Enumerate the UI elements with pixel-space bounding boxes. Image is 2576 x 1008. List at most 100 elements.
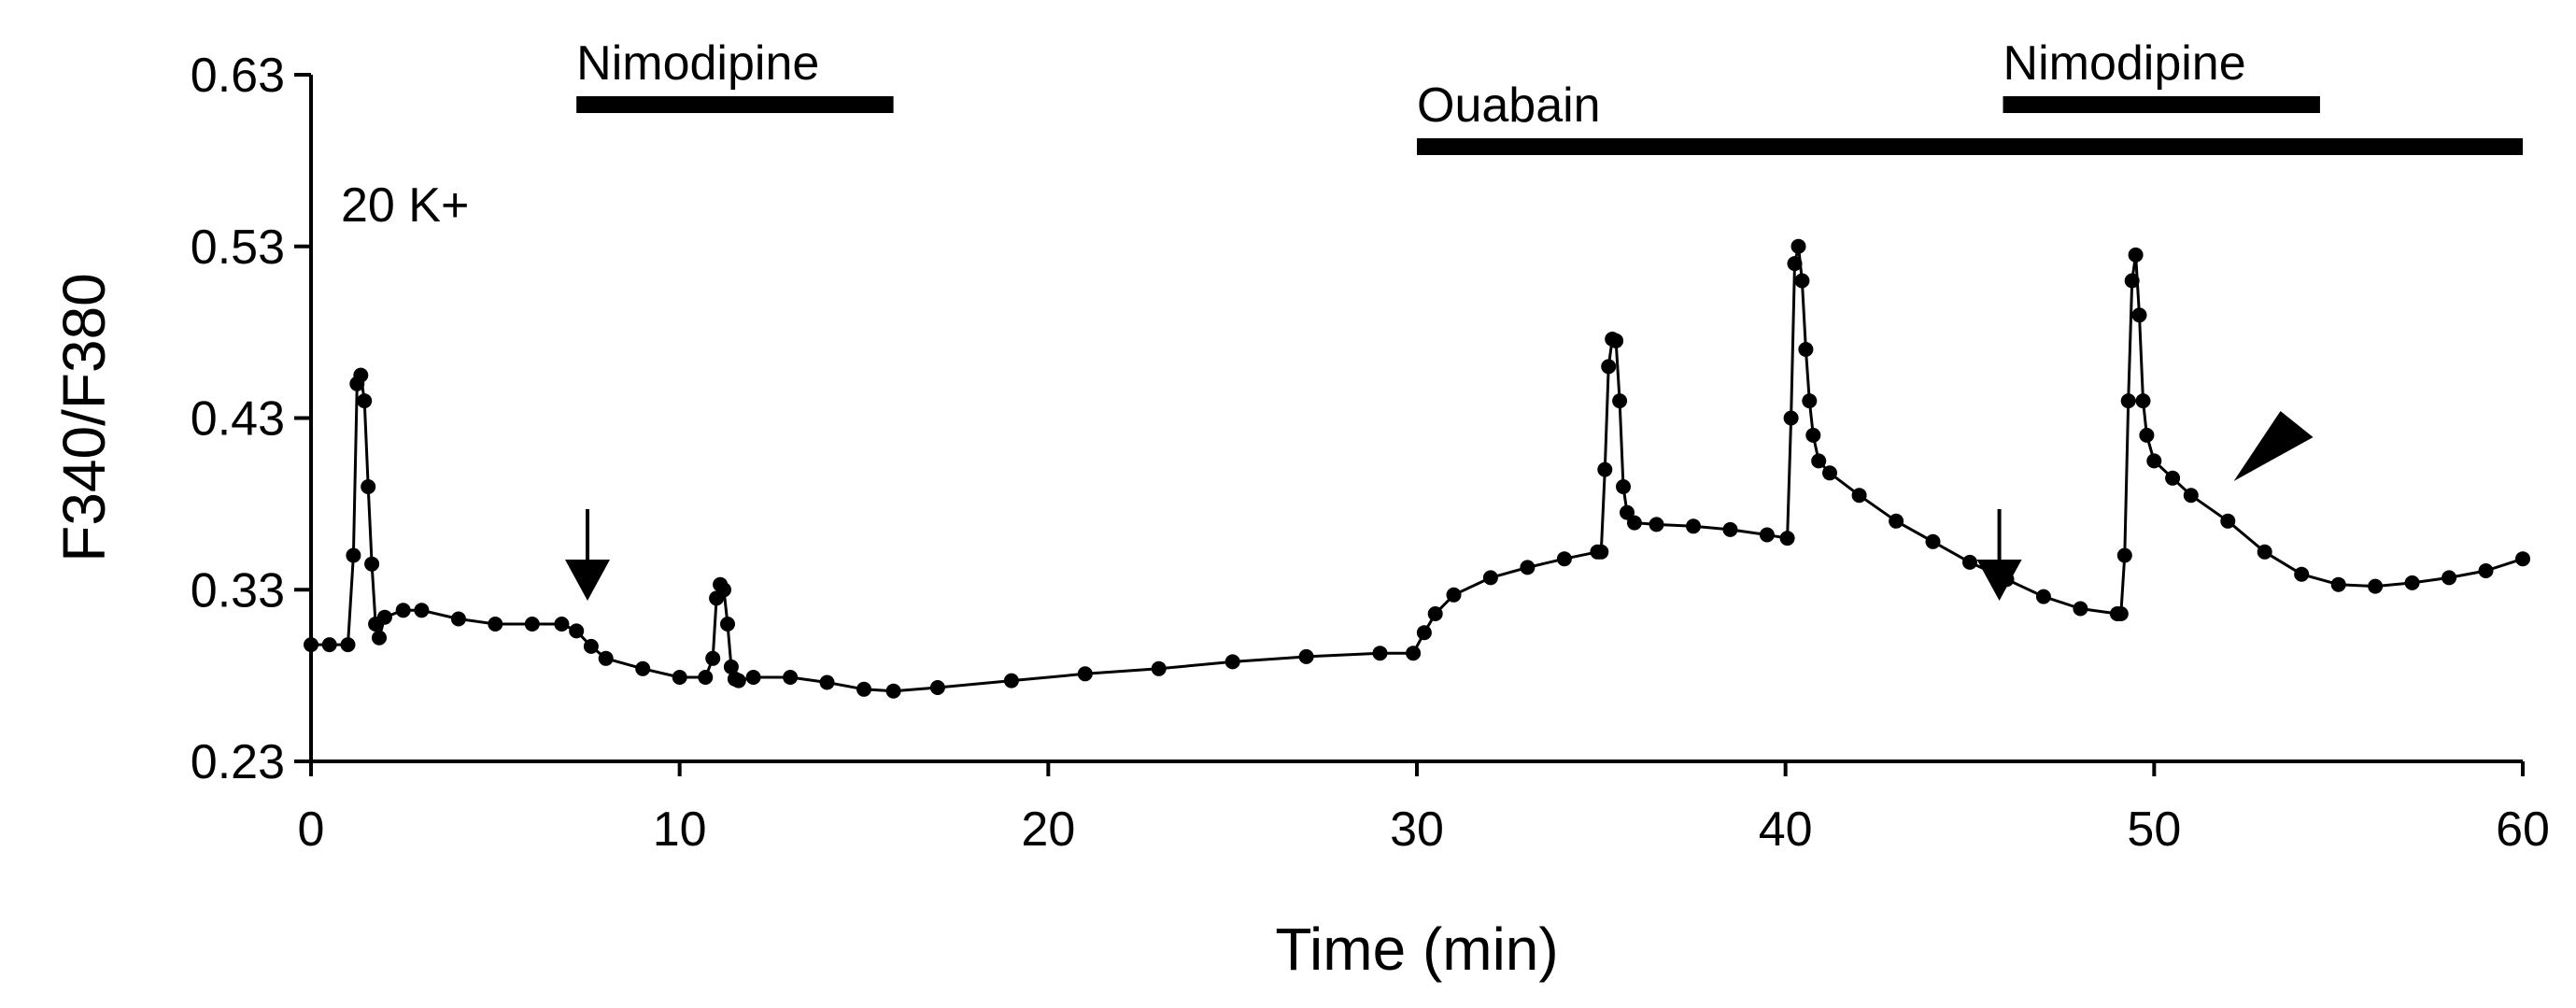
data-point [885, 683, 901, 699]
data-point [1608, 333, 1624, 348]
data-point [361, 479, 376, 494]
data-point [1889, 513, 1904, 529]
data-point [1597, 461, 1613, 477]
data-point [1601, 359, 1617, 375]
data-point [357, 393, 373, 409]
data-point [2183, 488, 2199, 504]
data-point [2404, 575, 2420, 590]
x-tick-label: 0 [298, 802, 325, 857]
treatment-bar [2003, 96, 2320, 113]
x-tick-label: 40 [1759, 802, 1813, 857]
y-tick-label: 0.33 [191, 563, 285, 618]
data-point [395, 603, 411, 618]
data-point [1151, 660, 1167, 676]
data-point [1822, 465, 1837, 481]
data-point [720, 617, 735, 632]
data-point [1612, 393, 1628, 409]
arrow-down-icon [565, 560, 610, 601]
y-axis-label: F340/F380 [50, 273, 118, 562]
data-point [554, 617, 570, 632]
data-point [1520, 560, 1536, 575]
data-point [2035, 589, 2051, 604]
y-tick-label: 0.43 [191, 392, 285, 447]
data-point [583, 638, 599, 654]
data-point [783, 670, 799, 685]
data-point [723, 659, 739, 674]
annotation-20k: 20 K+ [341, 178, 469, 233]
y-tick-label: 0.53 [191, 220, 285, 275]
data-point [340, 637, 356, 653]
arrowhead-icon [2233, 411, 2314, 481]
data-point [488, 617, 503, 632]
x-tick-label: 60 [2496, 802, 2550, 857]
data-point [1077, 666, 1093, 682]
data-point [2135, 393, 2151, 409]
data-point [1427, 606, 1443, 621]
data-point [1556, 551, 1572, 567]
x-tick-label: 50 [2127, 802, 2181, 857]
data-point [1722, 521, 1738, 537]
data-point [2120, 393, 2136, 409]
data-point [2146, 453, 2162, 469]
data-point [745, 670, 761, 685]
annotation-layer: 20 K+ Nimodipine Ouabain Nimodipine [341, 36, 2523, 601]
data-point [524, 617, 540, 632]
data-point [1620, 504, 1635, 520]
x-tick-label: 20 [1021, 802, 1075, 857]
data-point [1811, 453, 1827, 469]
data-point [2165, 470, 2181, 486]
plot-area: 20 K+ Nimodipine Ouabain Nimodipine 0 10 20 3… [50, 36, 2550, 983]
data-point [2073, 601, 2088, 617]
treatment-bar [576, 96, 894, 113]
data-point [598, 650, 614, 666]
data-point [1372, 646, 1388, 661]
data-point [2220, 513, 2236, 529]
data-point [1482, 570, 1498, 586]
data-point [321, 637, 337, 653]
treatment-label: Nimodipine [2003, 36, 2246, 91]
data-point [450, 611, 466, 627]
data-point [1805, 427, 1821, 443]
data-point [1616, 479, 1631, 494]
treatment-label: Nimodipine [576, 36, 819, 91]
data-point [1298, 648, 1314, 664]
data-point [705, 650, 721, 666]
data-point [1779, 531, 1795, 547]
y-tick-label: 0.23 [191, 735, 285, 789]
data-point [2294, 566, 2310, 582]
data-point [716, 582, 731, 598]
data-point [1003, 673, 1019, 689]
treatment-label: Ouabain [1417, 78, 1601, 133]
data-point [2368, 578, 2384, 594]
data-point [856, 681, 871, 697]
data-point [2257, 544, 2272, 560]
data-point [346, 547, 361, 563]
data-point [1446, 587, 1462, 603]
data-point [929, 680, 945, 695]
data-point [376, 609, 392, 625]
x-axis-label: Time (min) [1275, 916, 1558, 983]
series-line [311, 245, 2524, 693]
treatment-bar [1417, 138, 2523, 155]
data-point [1787, 256, 1803, 272]
data-point [2116, 547, 2132, 563]
data-point [1649, 517, 1664, 532]
data-point [698, 670, 714, 685]
data-point [1925, 533, 1941, 549]
data-point [2139, 427, 2155, 443]
data-point [372, 630, 387, 646]
data-point [2515, 551, 2530, 567]
data-point [635, 660, 651, 676]
data-point [1406, 646, 1422, 661]
ticks: 0 10 20 30 40 50 60 0.23 0.33 0.43 0.53 0.63 [191, 49, 2550, 857]
series-layer [304, 238, 2530, 699]
data-point [730, 673, 746, 689]
data-point [1686, 518, 1701, 534]
data-point [1593, 544, 1609, 560]
data-point [1851, 488, 1867, 504]
data-point [2128, 247, 2144, 263]
data-point [1962, 554, 1977, 570]
data-point [1794, 273, 1810, 289]
data-point [1224, 654, 1240, 670]
